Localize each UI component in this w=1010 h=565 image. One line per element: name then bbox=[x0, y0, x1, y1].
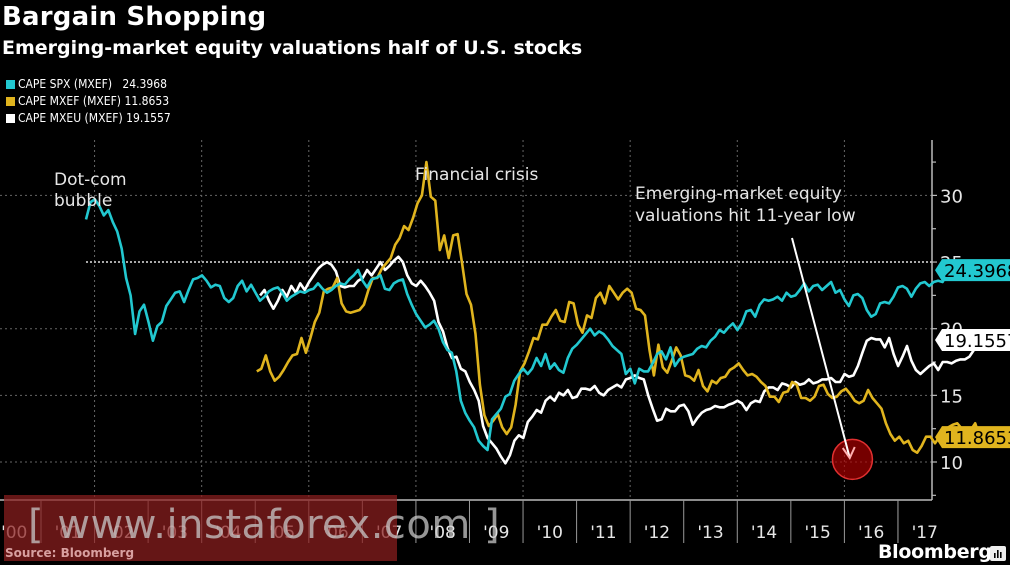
x-tick-label: '13 bbox=[697, 523, 723, 543]
legend-swatch-spx bbox=[6, 80, 15, 89]
chart-subtitle: Emerging-market equity valuations half o… bbox=[2, 37, 583, 59]
series-line-spx bbox=[84, 198, 953, 452]
legend-value-mxef: 11.8653 bbox=[124, 94, 170, 108]
annotation-em-low: valuations hit 11-year low bbox=[635, 206, 856, 226]
watermark-box bbox=[4, 495, 397, 561]
bloomberg-logo: Bloomberg bbox=[878, 541, 992, 563]
last-value-label: 19.1557 bbox=[944, 331, 1010, 352]
highlight-circle bbox=[831, 438, 874, 481]
x-tick-label: '17 bbox=[912, 523, 938, 543]
bar-chart-icon bbox=[990, 546, 1006, 561]
legend-swatch-mxef bbox=[6, 97, 15, 106]
annotation-dotcom: Dot-com bbox=[54, 170, 127, 190]
series-line-mxeu bbox=[259, 255, 989, 465]
watermark-text: [ www.instaforex.com ] bbox=[28, 502, 501, 548]
annotation-arrow bbox=[791, 237, 851, 459]
legend-label-mxeu: CAPE MXEU (MXEF) bbox=[18, 111, 123, 125]
arrow-head bbox=[841, 446, 856, 461]
legend-item-mxef: CAPE MXEF (MXEF) 11.8653 bbox=[6, 93, 171, 110]
last-value-label: 11.8653 bbox=[944, 428, 1010, 449]
legend-label-mxef: CAPE MXEF (MXEF) bbox=[18, 94, 122, 108]
y-tick-label: 30 bbox=[940, 186, 963, 207]
x-tick-label: '15 bbox=[804, 523, 830, 543]
x-tick-label: '12 bbox=[644, 523, 670, 543]
series-line-mxef bbox=[256, 160, 981, 455]
source-note: Source: Bloomberg bbox=[5, 546, 135, 560]
last-value-tag bbox=[935, 426, 1010, 449]
legend-item-spx: CAPE SPX (MXEF) 24.3968 bbox=[6, 76, 171, 93]
last-value-tag bbox=[935, 328, 1010, 351]
last-value-tag bbox=[935, 259, 1010, 282]
x-tick-label: '09 bbox=[483, 523, 509, 543]
y-tick-label: 15 bbox=[940, 386, 963, 407]
legend-item-mxeu: CAPE MXEU (MXEF) 19.1557 bbox=[6, 110, 171, 127]
y-tick-label: 10 bbox=[940, 453, 963, 474]
x-tick-label: '10 bbox=[537, 523, 563, 543]
annotation-financial-crisis: Financial crisis bbox=[415, 165, 538, 185]
chart-title: Bargain Shopping bbox=[2, 2, 267, 32]
x-tick-label: '08 bbox=[430, 523, 456, 543]
legend-swatch-mxeu bbox=[6, 114, 15, 123]
annotation-dotcom: bubble bbox=[54, 191, 112, 211]
annotation-em-low: Emerging-market equity bbox=[635, 184, 842, 204]
legend: CAPE SPX (MXEF) 24.3968 CAPE MXEF (MXEF)… bbox=[6, 76, 171, 127]
x-tick-label: '14 bbox=[751, 523, 777, 543]
legend-label-spx: CAPE SPX (MXEF) bbox=[18, 77, 113, 91]
legend-value-spx: 24.3968 bbox=[122, 77, 167, 91]
last-value-label: 24.3968 bbox=[944, 261, 1010, 282]
x-tick-label: '16 bbox=[858, 523, 884, 543]
x-tick-label: '11 bbox=[590, 523, 616, 543]
legend-value-mxeu: 19.1557 bbox=[126, 111, 171, 125]
